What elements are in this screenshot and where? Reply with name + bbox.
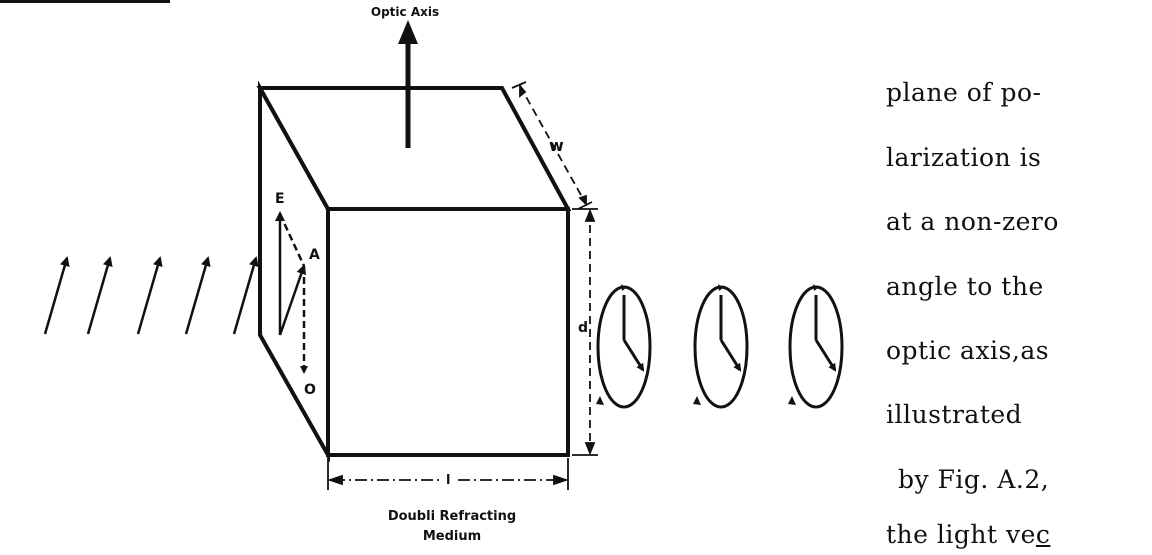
label-o: O — [304, 382, 316, 398]
incident-arrow — [184, 256, 211, 335]
incident-light-arrows — [43, 256, 259, 335]
width-dimension — [511, 81, 593, 210]
optic-axis-label: Optic Axis — [371, 5, 439, 19]
crystal-cube — [256, 80, 572, 463]
label-w: w — [549, 136, 564, 155]
label-d: d — [578, 320, 588, 336]
length-dimension — [327, 458, 569, 490]
ellipse-group — [693, 284, 749, 409]
text-line: the light vec — [886, 520, 1050, 549]
ellipse-group — [788, 284, 844, 409]
incident-arrow — [136, 256, 163, 335]
text-line: by Fig. A.2, — [898, 465, 1050, 494]
text-line-prefix: the light ve — [886, 520, 1036, 549]
text-line: optic axis,as — [886, 336, 1050, 365]
ellipse-group — [596, 284, 652, 409]
polarization-vectors — [275, 211, 308, 374]
text-line: angle to the — [886, 272, 1044, 301]
label-l: l — [446, 473, 450, 488]
label-a: A — [309, 247, 320, 263]
caption-line2: Medium — [423, 529, 481, 544]
vector-a — [278, 264, 307, 336]
depth-dimension — [572, 208, 598, 456]
underlined-char: c — [1035, 520, 1051, 549]
top-rule — [0, 0, 170, 3]
text-line: larization is — [886, 143, 1042, 172]
cube-front-face — [326, 207, 570, 457]
text-line: at a non-zero — [886, 207, 1059, 236]
incident-arrow — [232, 256, 259, 335]
caption-line1: Doubli Refracting — [388, 509, 516, 524]
incident-arrow — [86, 256, 113, 335]
incident-arrow — [43, 256, 70, 335]
text-line: illustrated — [886, 400, 1023, 429]
polarization-ellipses — [596, 284, 844, 409]
dashed-e-to-a — [278, 213, 306, 267]
label-e: E — [275, 191, 285, 207]
optic-axis-arrowhead — [398, 20, 418, 44]
text-line: plane of po- — [886, 78, 1042, 107]
